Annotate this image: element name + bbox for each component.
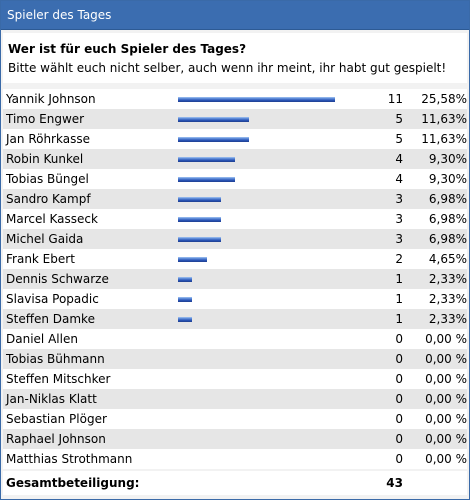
vote-bar xyxy=(178,317,192,322)
candidate-name: Raphael Johnson xyxy=(6,432,106,446)
vote-count: 3 xyxy=(395,192,403,206)
total-label: Gesamtbeteiligung: xyxy=(6,476,140,490)
candidate-name: Marcel Kasseck xyxy=(6,212,98,226)
vote-bar xyxy=(178,157,235,162)
vote-percent: 6,98% xyxy=(428,232,467,246)
vote-count: 1 xyxy=(395,312,403,326)
candidate-name: Timo Engwer xyxy=(6,112,85,126)
poll-question: Wer ist für euch Spieler des Tages? xyxy=(8,42,247,56)
result-row: Steffen Mitschker 0 0,00 % xyxy=(3,369,467,389)
result-row: Sebastian Plöger 0 0,00 % xyxy=(3,409,467,429)
vote-percent: 0,00 % xyxy=(425,392,467,406)
candidate-name: Frank Ebert xyxy=(6,252,75,266)
vote-percent: 11,63% xyxy=(421,132,467,146)
result-row: Jan-Niklas Klatt 0 0,00 % xyxy=(3,389,467,409)
vote-percent: 25,58% xyxy=(421,92,467,106)
result-row: Sandro Kampf 3 6,98% xyxy=(3,189,467,209)
vote-bar xyxy=(178,277,192,282)
result-row: Marcel Kasseck 3 6,98% xyxy=(3,209,467,229)
vote-percent: 0,00 % xyxy=(425,332,467,346)
result-row: Frank Ebert 2 4,65% xyxy=(3,249,467,269)
vote-bar xyxy=(178,117,249,122)
candidate-name: Jan-Niklas Klatt xyxy=(6,392,97,406)
vote-percent: 6,98% xyxy=(428,212,467,226)
result-row: Robin Kunkel 4 9,30% xyxy=(3,149,467,169)
vote-percent: 0,00 % xyxy=(425,372,467,386)
vote-count: 5 xyxy=(395,132,403,146)
result-row: Tobias Bühmann 0 0,00 % xyxy=(3,349,467,369)
vote-count: 4 xyxy=(395,172,403,186)
vote-count: 0 xyxy=(395,352,403,366)
vote-count: 0 xyxy=(395,452,403,466)
vote-count: 2 xyxy=(395,252,403,266)
result-row: Tobias Büngel 4 9,30% xyxy=(3,169,467,189)
vote-percent: 2,33% xyxy=(428,312,467,326)
vote-percent: 0,00 % xyxy=(425,412,467,426)
result-row: Timo Engwer 5 11,63% xyxy=(3,109,467,129)
total-value: 43 xyxy=(386,476,403,490)
vote-percent: 11,63% xyxy=(421,112,467,126)
candidate-name: Sebastian Plöger xyxy=(6,412,107,426)
candidate-name: Sandro Kampf xyxy=(6,192,91,206)
vote-percent: 0,00 % xyxy=(425,432,467,446)
vote-count: 0 xyxy=(395,372,403,386)
candidate-name: Steffen Mitschker xyxy=(6,372,111,386)
poll-hint: Bitte wählt euch nicht selber, auch wenn… xyxy=(8,61,447,75)
total-row: Gesamtbeteiligung: 43 xyxy=(3,471,467,495)
vote-bar xyxy=(178,177,235,182)
vote-bar xyxy=(178,237,221,242)
result-row: Dennis Schwarze 1 2,33% xyxy=(3,269,467,289)
vote-count: 4 xyxy=(395,152,403,166)
result-row: Jan Röhrkasse 5 11,63% xyxy=(3,129,467,149)
candidate-name: Jan Röhrkasse xyxy=(6,132,90,146)
candidate-name: Yannik Johnson xyxy=(6,92,96,106)
vote-count: 0 xyxy=(395,332,403,346)
result-row: Slavisa Popadic 1 2,33% xyxy=(3,289,467,309)
result-row: Daniel Allen 0 0,00 % xyxy=(3,329,467,349)
vote-percent: 9,30% xyxy=(428,152,467,166)
candidate-name: Steffen Damke xyxy=(6,312,95,326)
vote-count: 0 xyxy=(395,432,403,446)
vote-percent: 0,00 % xyxy=(425,452,467,466)
result-row: Raphael Johnson 0 0,00 % xyxy=(3,429,467,449)
result-row: Yannik Johnson 11 25,58% xyxy=(3,89,467,109)
candidate-name: Daniel Allen xyxy=(6,332,78,346)
vote-count: 11 xyxy=(387,92,403,106)
result-row: Matthias Strothmann 0 0,00 % xyxy=(3,449,467,469)
vote-count: 3 xyxy=(395,212,403,226)
vote-bar xyxy=(178,197,221,202)
results-list: Yannik Johnson 11 25,58% Timo Engwer 5 11,63%… xyxy=(3,89,467,469)
candidate-name: Tobias Bühmann xyxy=(6,352,105,366)
vote-count: 0 xyxy=(395,392,403,406)
vote-bar xyxy=(178,257,207,262)
vote-bar xyxy=(178,217,221,222)
candidate-name: Matthias Strothmann xyxy=(6,452,133,466)
result-row: Michel Gaida 3 6,98% xyxy=(3,229,467,249)
poll-title: Spieler des Tages xyxy=(1,1,469,30)
vote-percent: 2,33% xyxy=(428,272,467,286)
vote-percent: 4,65% xyxy=(428,252,467,266)
vote-percent: 0,00 % xyxy=(425,352,467,366)
candidate-name: Michel Gaida xyxy=(6,232,84,246)
candidate-name: Slavisa Popadic xyxy=(6,292,99,306)
vote-bar xyxy=(178,297,192,302)
candidate-name: Tobias Büngel xyxy=(6,172,89,186)
question-box: Wer ist für euch Spieler des Tages? Bitt… xyxy=(3,33,467,83)
vote-count: 5 xyxy=(395,112,403,126)
candidate-name: Robin Kunkel xyxy=(6,152,84,166)
result-row: Steffen Damke 1 2,33% xyxy=(3,309,467,329)
vote-percent: 2,33% xyxy=(428,292,467,306)
vote-count: 3 xyxy=(395,232,403,246)
candidate-name: Dennis Schwarze xyxy=(6,272,109,286)
vote-percent: 6,98% xyxy=(428,192,467,206)
vote-count: 1 xyxy=(395,272,403,286)
vote-percent: 9,30% xyxy=(428,172,467,186)
vote-bar xyxy=(178,137,249,142)
vote-count: 0 xyxy=(395,412,403,426)
vote-bar xyxy=(178,97,335,102)
vote-count: 1 xyxy=(395,292,403,306)
